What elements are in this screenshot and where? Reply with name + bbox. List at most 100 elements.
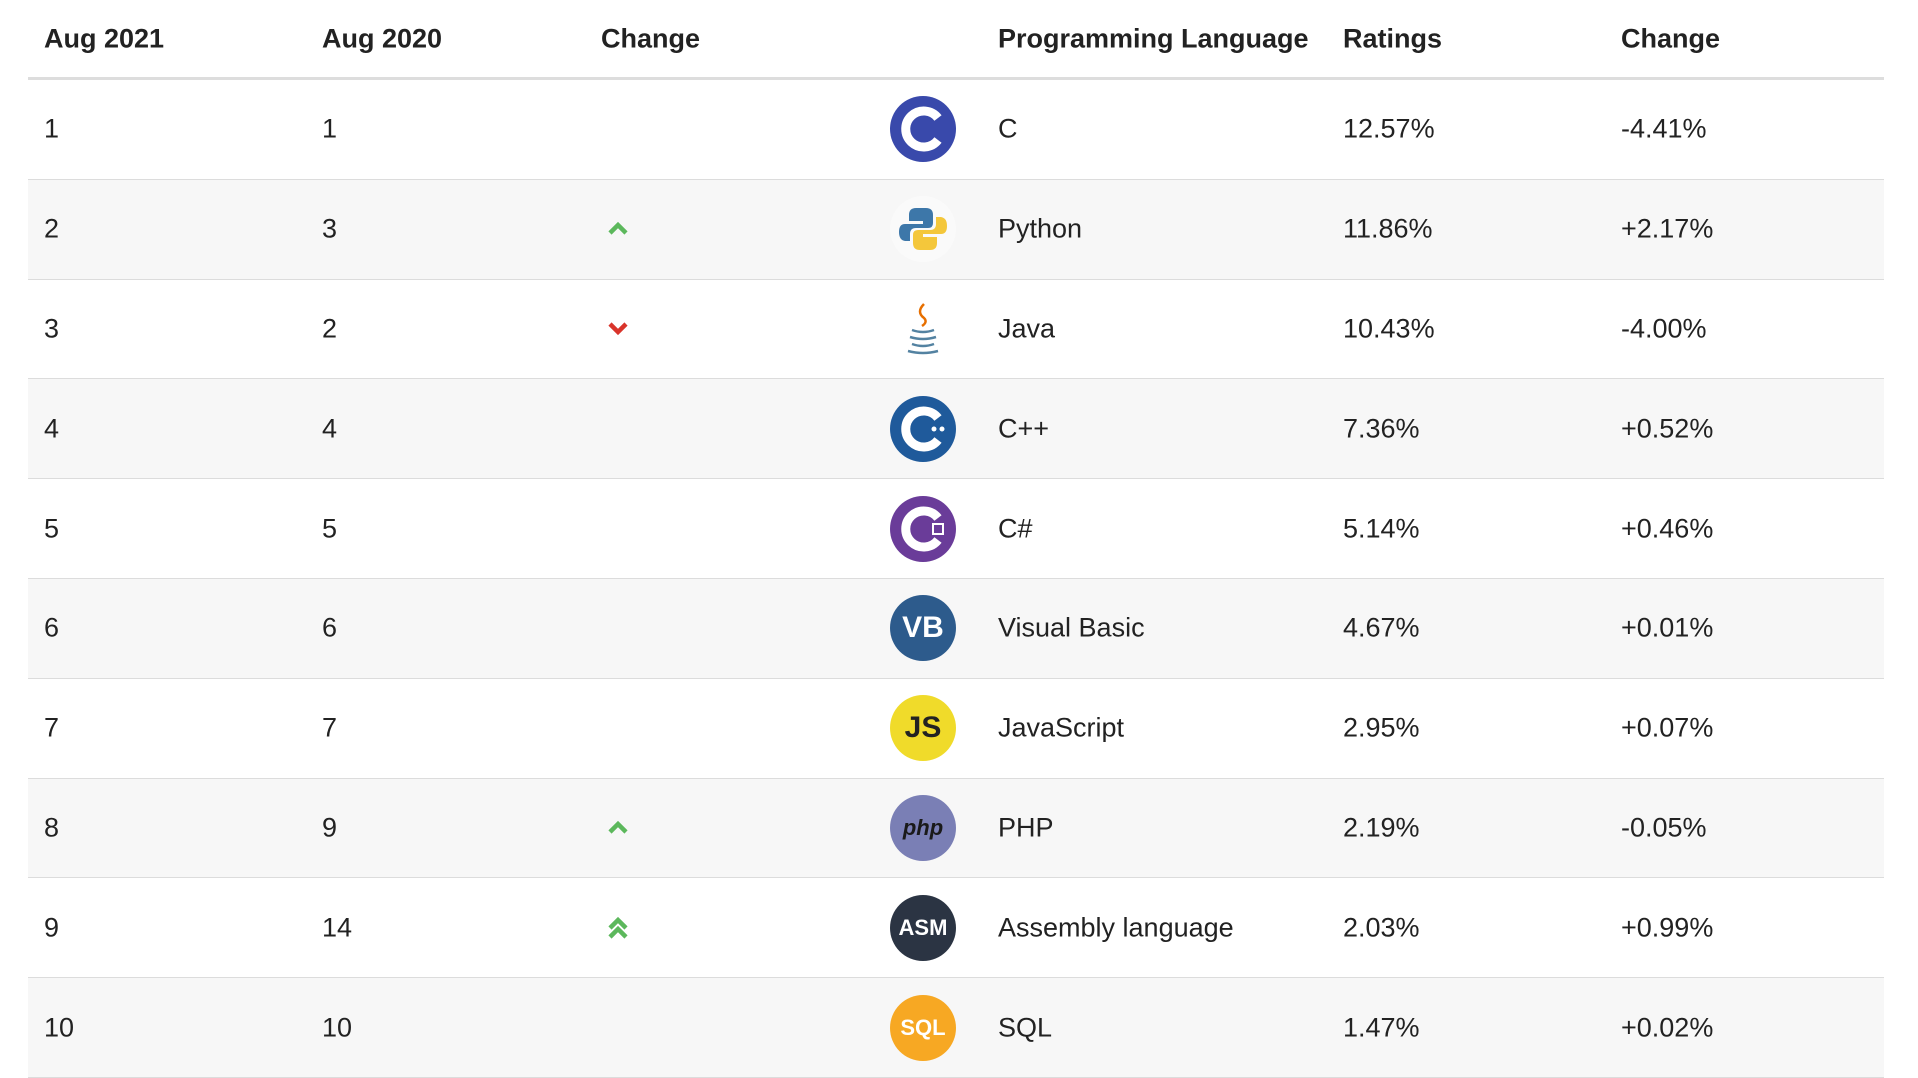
table-row: 6 6 Visual Basic 4.67% +0.01% VB — [28, 579, 1884, 679]
change-cell: +2.17% — [1621, 213, 1714, 244]
change-cell: +0.99% — [1621, 912, 1714, 943]
table-row: 10 10 SQL 1.47% +0.02% SQL — [28, 978, 1884, 1078]
header-cell: Change — [1621, 23, 1721, 53]
logo-text: SQL — [900, 1014, 945, 1039]
logo-disc — [890, 894, 956, 961]
ratings-cell: 2.95% — [1343, 712, 1420, 743]
arrow-stroke — [608, 222, 628, 235]
language-cell: C++ — [998, 413, 1050, 444]
change-cell: +0.46% — [1621, 513, 1714, 544]
ratings-cell: 1.47% — [1343, 1012, 1420, 1043]
language-logo — [890, 495, 956, 562]
logo-part — [931, 426, 937, 432]
logo-part — [918, 303, 927, 328]
aug2020-cell: 14 — [322, 912, 353, 943]
aug2020-cell: 1 — [322, 113, 338, 144]
aug2021-cell: 1 — [44, 113, 60, 144]
logo-part — [939, 426, 945, 432]
language-cell: Assembly language — [998, 912, 1234, 943]
header-cell: Change — [601, 23, 701, 53]
change-cell: +0.02% — [1621, 1012, 1714, 1043]
ratings-cell: 10.43% — [1343, 313, 1435, 344]
ratings-cell: 11.86% — [1343, 213, 1433, 244]
ratings-cell: 2.19% — [1343, 812, 1420, 843]
table-row: 9 14 Assembly language 2.03% +0.99% ASM — [28, 878, 1884, 979]
ratings-cell: 4.67% — [1343, 612, 1420, 643]
ratings-cell: 2.03% — [1343, 912, 1420, 943]
aug2020-cell: 4 — [322, 413, 338, 444]
logo-part — [901, 106, 942, 152]
language-cell: Python — [998, 213, 1083, 244]
language-cell: C — [998, 113, 1018, 144]
ratings-cell: 12.57% — [1343, 113, 1435, 144]
header-cell: Programming Language — [998, 23, 1309, 53]
change-cell: -4.41% — [1621, 113, 1707, 144]
aug2021-cell: 9 — [44, 912, 60, 943]
header-cell: Aug 2020 — [322, 23, 443, 53]
ratings-cell: 5.14% — [1343, 513, 1420, 544]
ratings-cell: 7.36% — [1343, 413, 1420, 444]
logo-disc — [890, 196, 956, 263]
change-cell: +0.52% — [1621, 413, 1714, 444]
language-logo: ASM — [890, 894, 956, 961]
language-cell: Java — [998, 313, 1056, 344]
table-row: 4 4 C++ 7.36% +0.52% — [28, 379, 1884, 480]
table-row: 2 3 Python 11.86% +2.17% — [28, 179, 1884, 280]
header-cell: Ratings — [1343, 23, 1443, 53]
logo-disc — [890, 96, 956, 163]
language-cell: PHP — [998, 812, 1054, 843]
language-logo: JS — [890, 695, 956, 762]
aug2020-cell: 5 — [322, 513, 338, 544]
aug2020-cell: 7 — [322, 712, 338, 743]
logo-text: ASM — [899, 915, 948, 940]
header-cell: Aug 2021 — [44, 23, 165, 53]
aug2020-cell: 3 — [322, 213, 338, 244]
aug2020-cell: 9 — [322, 812, 338, 843]
change-cell: -0.05% — [1621, 812, 1707, 843]
language-logo: VB — [890, 595, 956, 662]
aug2021-cell: 2 — [44, 213, 60, 244]
table-row: 3 2 Java 10.43% -4.00% — [28, 279, 1884, 380]
aug2020-cell: 10 — [322, 1012, 353, 1043]
logo-disc — [890, 695, 956, 762]
logo-disc — [890, 794, 956, 861]
language-logo: SQL — [890, 994, 956, 1061]
change-cell: +0.07% — [1621, 712, 1714, 743]
language-logo — [890, 196, 956, 263]
logo-disc — [890, 994, 956, 1061]
trend-arrow — [608, 322, 628, 336]
logo-text: php — [902, 815, 943, 840]
header-row: Aug 2021 Aug 2020 Change Programming Langua… — [28, 0, 1884, 80]
logo-text: VB — [902, 611, 944, 644]
table-row: 7 7 JavaScript 2.95% +0.07% JS — [28, 678, 1884, 779]
logo-part — [899, 208, 933, 242]
logo-part — [901, 506, 942, 552]
logo-part — [901, 406, 942, 452]
aug2021-cell: 7 — [44, 712, 60, 743]
trend-arrow — [608, 916, 628, 939]
aug2020-cell: 6 — [322, 612, 338, 643]
aug2021-cell: 8 — [44, 812, 60, 843]
aug2021-cell: 5 — [44, 513, 60, 544]
change-cell: +0.01% — [1621, 612, 1714, 643]
arrow-stroke — [608, 916, 628, 930]
language-logo — [907, 303, 939, 355]
aug2020-cell: 2 — [322, 313, 338, 344]
aug2021-cell: 4 — [44, 413, 60, 444]
table-row: 8 9 PHP 2.19% -0.05% php — [28, 778, 1884, 879]
logo-part — [932, 522, 944, 535]
language-logo — [890, 96, 956, 163]
trend-arrow — [608, 820, 628, 834]
arrow-stroke — [608, 925, 628, 939]
aug2021-cell: 6 — [44, 612, 60, 643]
language-logo — [890, 395, 956, 462]
logo-disc — [890, 595, 956, 662]
language-cell: JavaScript — [998, 712, 1125, 743]
trend-arrow — [608, 222, 628, 235]
table-row: 5 5 C# 5.14% +0.46% — [28, 479, 1884, 579]
language-cell: SQL — [998, 1012, 1053, 1043]
change-cell: -4.00% — [1621, 313, 1707, 344]
arrow-stroke — [608, 820, 628, 834]
language-logo: php — [890, 794, 956, 861]
